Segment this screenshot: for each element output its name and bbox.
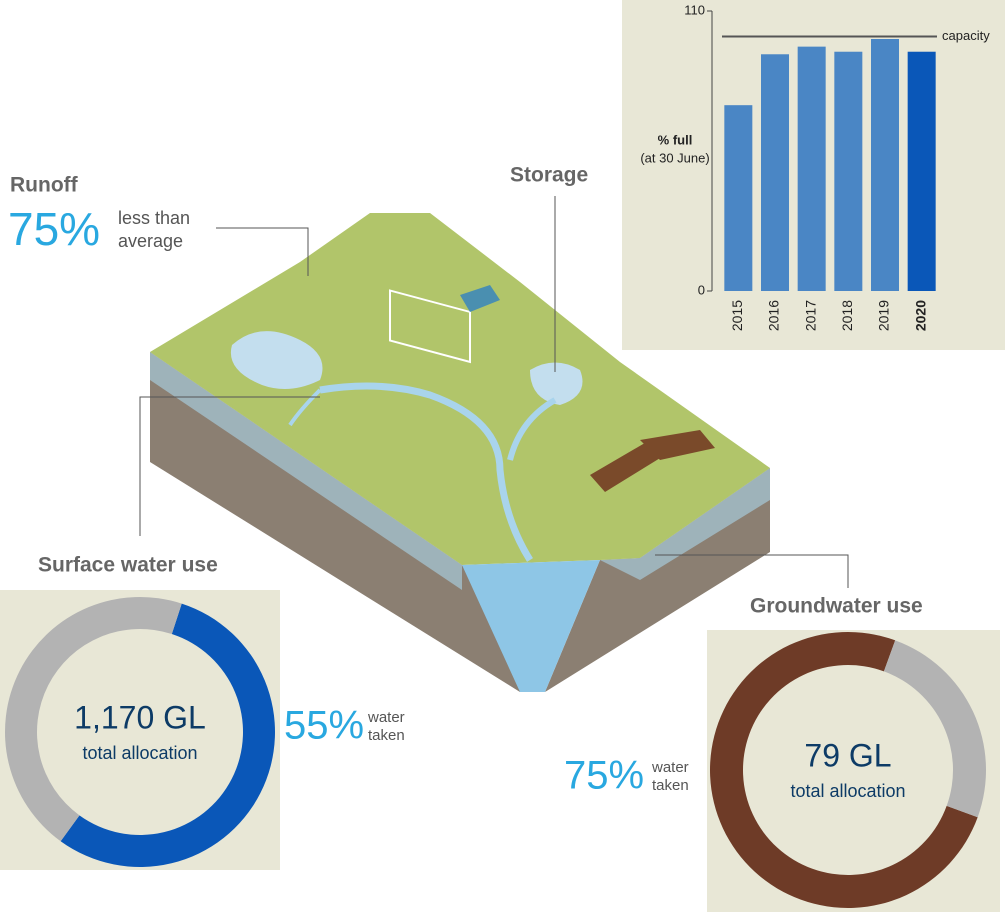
groundwater-title: Groundwater use: [750, 595, 923, 618]
x-tick-label: 2020: [912, 300, 928, 331]
center-label: total allocation: [82, 743, 197, 763]
bar: [761, 54, 789, 291]
runoff-note: average: [118, 231, 183, 251]
center-value: 1,170 GL: [74, 699, 206, 735]
percent-label: 75%: [564, 754, 644, 798]
bar: [907, 51, 936, 292]
callout-line: [216, 227, 309, 276]
callout-line: [655, 554, 849, 588]
donut-segment: [883, 640, 986, 818]
runoff-note: less than: [118, 208, 190, 228]
center-value: 79 GL: [804, 737, 891, 773]
y-tick-label: 0: [698, 282, 705, 297]
center-label: total allocation: [790, 781, 905, 801]
y-axis-label: % full: [658, 132, 693, 147]
donut-segment: [60, 603, 276, 868]
donut-segment: [5, 597, 182, 842]
percent-label: 55%: [284, 704, 364, 748]
surface-title: Surface water use: [38, 554, 218, 577]
storage-title: Storage: [510, 164, 588, 187]
y-axis-label: (at 30 June): [640, 150, 709, 165]
runoff-title: Runoff: [10, 174, 79, 197]
bar: [871, 39, 899, 291]
percent-note: water taken: [367, 709, 405, 744]
reference-label: capacity: [942, 28, 990, 43]
percent-note: water taken: [651, 759, 689, 794]
callout-line: [139, 396, 320, 536]
bar: [797, 46, 826, 291]
runoff-figure: 75%: [8, 203, 100, 255]
landscape: [150, 213, 770, 692]
x-tick-label: 2018: [839, 300, 855, 331]
bar: [724, 105, 753, 291]
y-tick-label: 110: [684, 2, 705, 17]
x-tick-label: 2019: [876, 300, 892, 331]
x-tick-label: 2017: [802, 300, 818, 331]
bar: [834, 51, 863, 292]
x-tick-label: 2015: [729, 300, 745, 331]
x-tick-label: 2016: [766, 300, 782, 331]
